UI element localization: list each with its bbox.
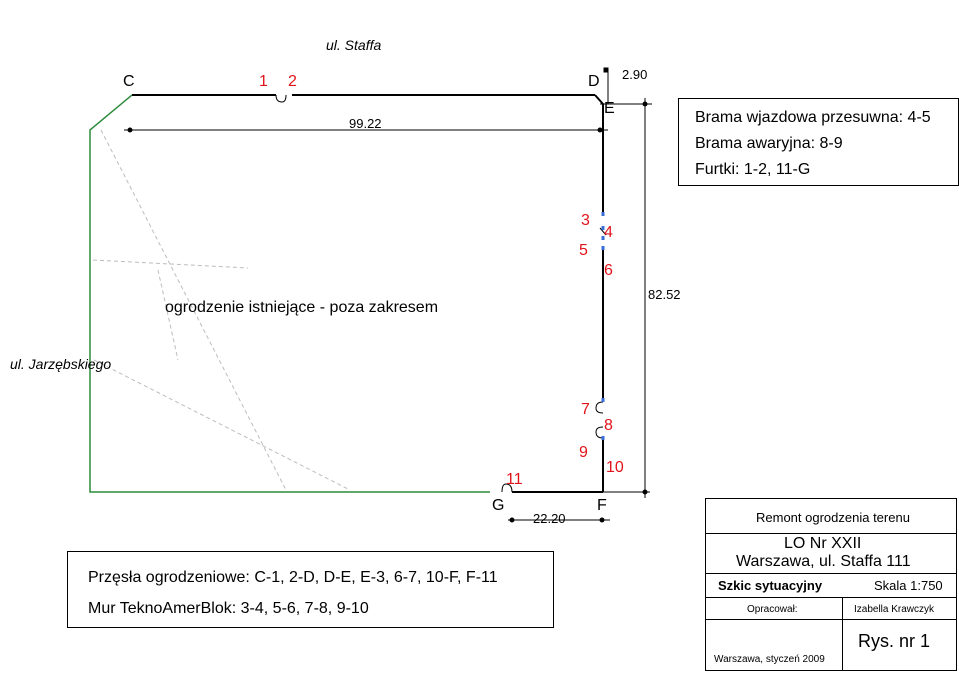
wall-markers: [601, 212, 605, 440]
point-label-6: 6: [604, 262, 613, 279]
point-label-9: 9: [579, 444, 588, 461]
title-block-address: Warszawa, ul. Staffa 111: [736, 553, 911, 570]
title-block-prepared-label: Opracował:: [747, 604, 798, 615]
corner-label-d: D: [588, 73, 600, 90]
title-block-place-date: Warszawa, styczeń 2009: [714, 654, 825, 665]
existing-fence-line: [89, 94, 490, 493]
dimension-lines: [124, 67, 652, 523]
corner-label-c: C: [123, 73, 135, 90]
dashed-guide-lines: [92, 129, 351, 491]
title-block-school: LO Nr XXII: [784, 535, 862, 552]
title-block-scale: Skala 1:750: [874, 578, 943, 593]
gates-legend-box: Brama wjazdowa przesuwna: 4-5 Brama awar…: [678, 98, 959, 186]
gate-7-8-symbol: [595, 401, 604, 414]
gates-legend-line-2: Brama awaryjna: 8-9: [695, 135, 843, 152]
title-block-vertical-divider: [842, 597, 843, 671]
corner-label-e: E: [604, 100, 615, 117]
existing-fence-label: ogrodzenie istniejące - poza zakresem: [165, 299, 439, 316]
point-label-1: 1: [259, 73, 268, 90]
wicket-11-G-symbol: [501, 483, 513, 493]
corner-label-g: G: [492, 497, 505, 514]
point-label-4: 4: [604, 224, 613, 241]
new-fence-line: [132, 94, 604, 493]
point-label-10: 10: [606, 459, 624, 476]
title-block-divider-3: [706, 597, 956, 598]
sliding-gate-4-5-symbol: [599, 227, 607, 236]
point-label-11: 11: [506, 471, 523, 488]
gate-symbols: [275, 94, 607, 493]
title-block-drawing-number: Rys. nr 1: [858, 631, 931, 651]
street-left-label: ul. Jarzębskiego: [10, 356, 112, 372]
dimension-top-width: 99.22: [349, 116, 382, 131]
point-label-8: 8: [604, 417, 613, 434]
point-label-2: 2: [288, 73, 297, 90]
wicket-1-2-symbol: [275, 94, 287, 103]
corner-label-f: F: [597, 497, 607, 514]
title-block-divider-4: [706, 619, 956, 620]
spans-legend-line-2: Mur TeknoAmerBlok: 3-4, 5-6, 7-8, 9-10: [88, 600, 369, 617]
spans-legend-box: Przęsła ogrodzeniowe: C-1, 2-D, D-E, E-3…: [67, 551, 554, 628]
dimension-right-height: 82.52: [648, 287, 681, 302]
title-block-project: Remont ogrodzenia terenu: [756, 510, 910, 525]
title-block-author: Izabella Krawczyk: [854, 604, 935, 615]
gates-legend-line-3: Furtki: 1-2, 11-G: [695, 161, 811, 178]
point-label-3: 3: [581, 212, 590, 229]
dimension-bottom-width: 22.20: [533, 511, 566, 526]
title-block-divider-1: [706, 533, 956, 534]
gates-legend-line-1: Brama wjazdowa przesuwna: 4-5: [695, 109, 931, 126]
street-top-label: ul. Staffa: [326, 37, 382, 53]
gate-8-9-symbol: [595, 426, 604, 439]
point-label-7: 7: [581, 401, 590, 418]
title-block: Remont ogrodzenia terenu LO Nr XXII Wars…: [705, 498, 957, 671]
spans-legend-line-1: Przęsła ogrodzeniowe: C-1, 2-D, D-E, E-3…: [88, 569, 498, 586]
point-label-5: 5: [579, 242, 588, 259]
title-block-divider-2: [706, 573, 956, 574]
title-block-sheet-type: Szkic sytuacyjny: [718, 578, 823, 593]
dimension-offset-de: 2.90: [622, 67, 648, 82]
